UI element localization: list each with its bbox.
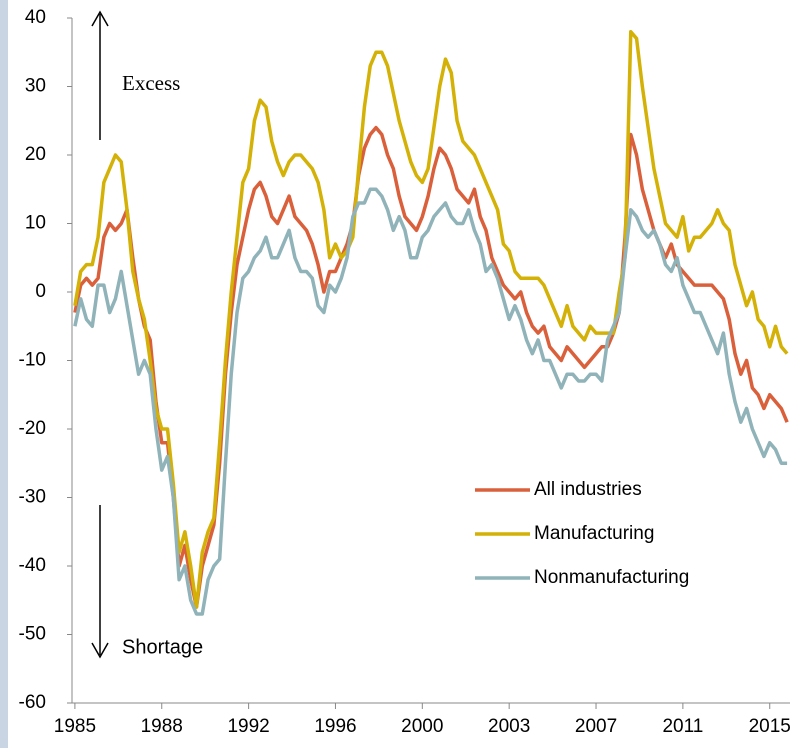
annotation: Excess bbox=[122, 71, 180, 95]
side-strip bbox=[0, 0, 8, 748]
y-tick-label: 30 bbox=[25, 76, 46, 97]
y-tick-label: -10 bbox=[19, 350, 46, 371]
x-tick-label: 2007 bbox=[575, 716, 617, 737]
x-tick-label: 1985 bbox=[54, 716, 96, 737]
y-tick-label: 0 bbox=[35, 281, 46, 302]
x-tick-label: 2000 bbox=[401, 716, 443, 737]
series-line bbox=[73, 125, 789, 609]
legend-label: Nonmanufacturing bbox=[534, 567, 689, 588]
legend-label: Manufacturing bbox=[534, 523, 654, 544]
y-tick-label: -40 bbox=[19, 555, 46, 576]
legend-label: All industries bbox=[534, 479, 642, 500]
y-tick-label: -50 bbox=[19, 624, 46, 645]
x-tick-label: 2015 bbox=[749, 716, 791, 737]
y-tick-label: -60 bbox=[19, 692, 46, 713]
series-line bbox=[73, 187, 788, 616]
arrow-head bbox=[91, 642, 109, 659]
y-tick-label: -20 bbox=[19, 418, 46, 439]
x-tick-label: 1996 bbox=[314, 716, 356, 737]
y-tick-label: 40 bbox=[25, 7, 46, 28]
annotation: Shortage bbox=[122, 636, 203, 658]
y-tick-label: 20 bbox=[25, 144, 46, 165]
arrow-head bbox=[91, 10, 109, 27]
series-line bbox=[73, 29, 789, 609]
x-tick-label: 1992 bbox=[227, 716, 269, 737]
x-tick-label: 2003 bbox=[488, 716, 530, 737]
y-tick-label: -30 bbox=[19, 487, 46, 508]
y-tick-label: 10 bbox=[25, 213, 46, 234]
x-tick-label: 1988 bbox=[141, 716, 183, 737]
x-tick-label: 2011 bbox=[662, 716, 703, 737]
